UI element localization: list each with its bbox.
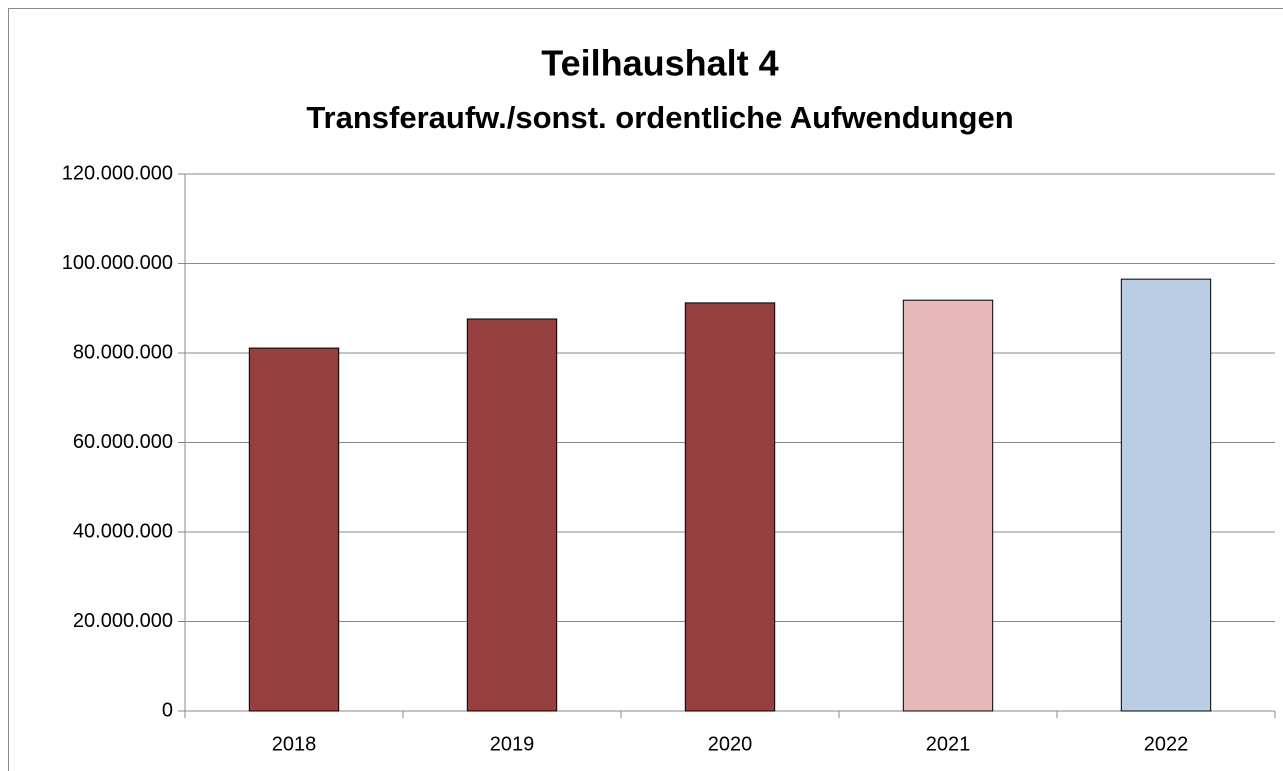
y-tick-label: 60.000.000 [73, 431, 173, 453]
y-tick-label: 100.000.000 [62, 252, 173, 274]
y-tick-label: 80.000.000 [73, 341, 173, 363]
y-tick-label: 0 [162, 699, 173, 721]
x-tick-label: 2022 [1144, 733, 1189, 755]
x-tick-label: 2019 [490, 733, 535, 755]
bar [902, 299, 994, 712]
y-tick-label: 40.000.000 [73, 520, 173, 542]
x-tick-label: 2018 [272, 733, 317, 755]
x-tick-label: 2020 [708, 733, 753, 755]
bar [466, 318, 558, 712]
bar [248, 347, 340, 712]
y-tick-label: 120.000.000 [62, 162, 173, 184]
x-tick-label: 2021 [926, 733, 971, 755]
bar [684, 302, 776, 712]
y-tick-label: 20.000.000 [73, 610, 173, 632]
chart-frame [8, 8, 1283, 771]
chart-subtitle: Transferaufw./sonst. ordentliche Aufwend… [306, 100, 1013, 135]
chart-title: Teilhaushalt 4 [541, 43, 778, 84]
bar [1120, 278, 1212, 712]
